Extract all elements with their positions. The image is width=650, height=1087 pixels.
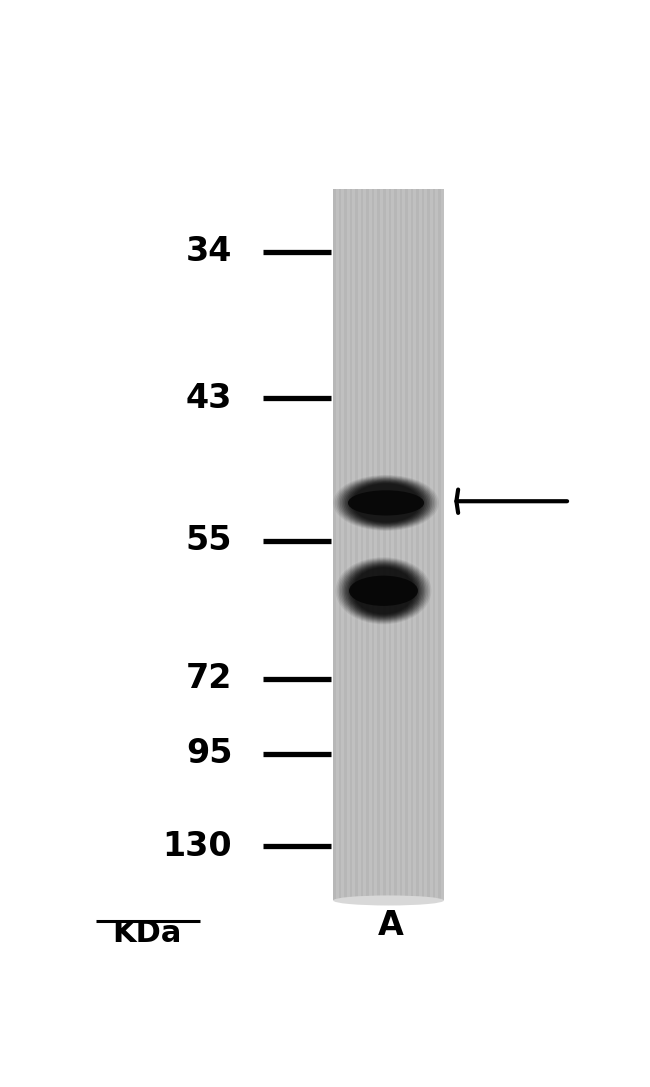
Ellipse shape bbox=[335, 476, 437, 530]
Bar bbox=[433, 189, 436, 900]
Bar bbox=[378, 189, 380, 900]
Bar bbox=[438, 189, 441, 900]
Ellipse shape bbox=[344, 563, 422, 619]
Text: A: A bbox=[378, 909, 404, 942]
Ellipse shape bbox=[352, 484, 421, 523]
Ellipse shape bbox=[348, 564, 419, 617]
Ellipse shape bbox=[350, 483, 422, 523]
Ellipse shape bbox=[342, 561, 425, 621]
Bar bbox=[333, 189, 444, 900]
Ellipse shape bbox=[343, 562, 424, 620]
Ellipse shape bbox=[349, 565, 418, 616]
Ellipse shape bbox=[343, 479, 429, 526]
Bar bbox=[405, 189, 408, 900]
Ellipse shape bbox=[333, 896, 444, 905]
Bar bbox=[333, 189, 335, 900]
Bar bbox=[422, 189, 424, 900]
Ellipse shape bbox=[346, 482, 426, 525]
Bar bbox=[344, 189, 346, 900]
Bar bbox=[427, 189, 430, 900]
Bar bbox=[339, 189, 341, 900]
Bar bbox=[367, 189, 369, 900]
Ellipse shape bbox=[335, 558, 432, 624]
Bar bbox=[356, 189, 358, 900]
Ellipse shape bbox=[346, 563, 421, 619]
Text: 55: 55 bbox=[186, 524, 233, 557]
Bar bbox=[416, 189, 419, 900]
Bar bbox=[394, 189, 396, 900]
Ellipse shape bbox=[337, 558, 430, 624]
Bar bbox=[383, 189, 385, 900]
Text: KDa: KDa bbox=[112, 920, 181, 949]
Ellipse shape bbox=[333, 475, 439, 530]
Bar bbox=[372, 189, 374, 900]
Bar bbox=[361, 189, 363, 900]
Ellipse shape bbox=[339, 559, 428, 623]
Ellipse shape bbox=[352, 567, 415, 614]
Ellipse shape bbox=[345, 480, 427, 525]
Ellipse shape bbox=[351, 566, 416, 615]
Ellipse shape bbox=[348, 482, 424, 524]
Text: 72: 72 bbox=[186, 662, 233, 696]
Ellipse shape bbox=[340, 560, 427, 622]
Text: 34: 34 bbox=[186, 235, 233, 268]
Ellipse shape bbox=[337, 476, 436, 529]
Bar bbox=[389, 189, 391, 900]
Bar bbox=[400, 189, 402, 900]
Ellipse shape bbox=[338, 477, 434, 528]
Bar bbox=[411, 189, 413, 900]
Text: 43: 43 bbox=[186, 382, 233, 415]
Ellipse shape bbox=[340, 478, 432, 528]
Text: 130: 130 bbox=[162, 829, 233, 863]
Ellipse shape bbox=[348, 490, 424, 515]
Text: 95: 95 bbox=[186, 737, 233, 771]
Bar bbox=[350, 189, 352, 900]
Ellipse shape bbox=[349, 576, 418, 605]
Ellipse shape bbox=[341, 478, 430, 527]
